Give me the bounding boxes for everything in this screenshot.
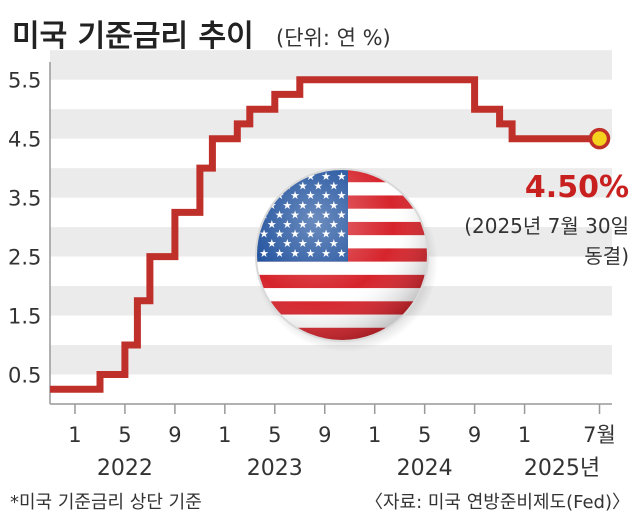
callout-note-line1: (2025년 7월 30일 [464, 214, 629, 238]
callout-value: 4.50% [525, 170, 629, 205]
grid-band [50, 50, 612, 80]
latest-rate-marker [588, 127, 611, 150]
callout-note-line2: 동결) [584, 244, 629, 268]
x-tick-labels: 1 5 9 1 5 9 1 5 9 1 7월 [68, 423, 616, 447]
y-tick-label: 0.5 [8, 364, 41, 388]
x-tick-label: 5 [418, 423, 431, 447]
grid-band [50, 109, 612, 139]
y-tick-label: 4.5 [8, 128, 41, 152]
unit-note: (단위: 연 %) [276, 26, 391, 50]
x-tick-label: 1 [518, 423, 531, 447]
y-tick-label: 3.5 [8, 187, 41, 211]
x-tick-label: 9 [468, 423, 481, 447]
x-tick-label: 9 [318, 423, 331, 447]
x-tick-marks [74, 404, 601, 414]
year-labels: 2022 2023 2024 2025년 [97, 456, 600, 481]
source-note: 〈자료: 미국 연방준비제도(Fed)〉 [365, 492, 630, 513]
year-label: 2023 [247, 456, 303, 481]
year-label: 2025년 [524, 456, 600, 481]
x-tick-label: 9 [168, 423, 181, 447]
y-tick-label: 1.5 [8, 305, 41, 329]
year-label: 2022 [97, 456, 153, 481]
us-flag-badge: ★★★★★★★★★★★★★★★★★★★★★★★★★★★★★★★★★★★★★★★★… [254, 168, 438, 352]
x-tick-label: 7월 [583, 423, 616, 447]
year-label: 2024 [397, 456, 453, 481]
x-tick-label: 5 [118, 423, 131, 447]
x-tick-label: 1 [218, 423, 231, 447]
x-tick-label: 5 [268, 423, 281, 447]
chart-title: 미국 기준금리 추이 [12, 19, 254, 54]
rate-series-line [50, 76, 600, 393]
y-tick-label: 2.5 [8, 246, 41, 270]
x-tick-label: 1 [368, 423, 381, 447]
y-tick-labels: 0.5 1.5 2.5 3.5 4.5 5.5 [8, 69, 41, 388]
footnote: *미국 기준금리 상단 기준 [10, 492, 202, 513]
x-tick-label: 1 [68, 423, 81, 447]
y-tick-label: 5.5 [8, 69, 41, 93]
